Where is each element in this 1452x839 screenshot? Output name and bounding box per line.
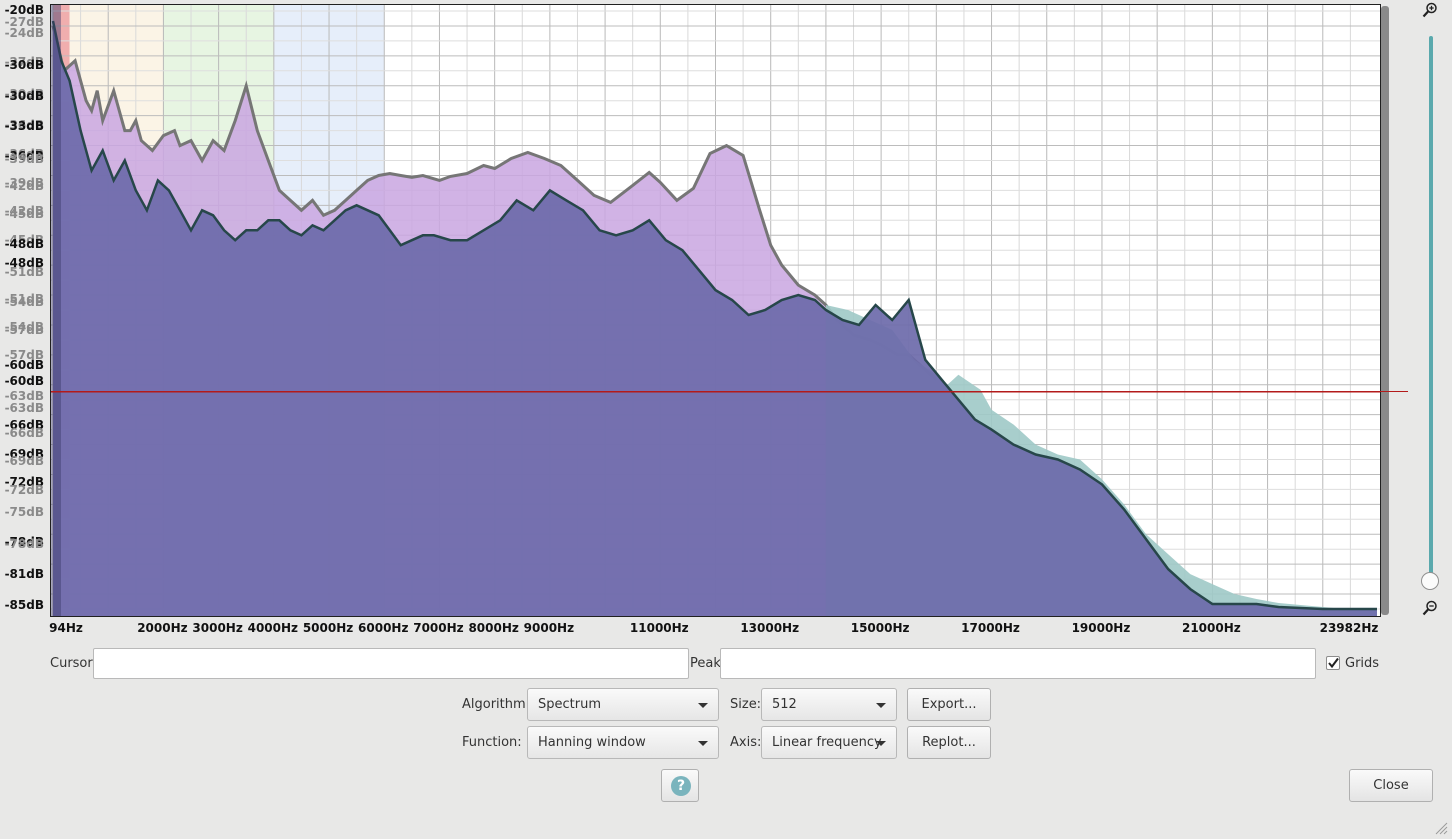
y-axis-tick-label: -69dB xyxy=(4,446,44,461)
y-axis-tick-label: -36dB xyxy=(4,148,44,163)
y-axis-tick-label: -69dB xyxy=(4,454,44,469)
y-axis-tick-label: -33dB xyxy=(4,118,44,133)
x-axis-tick-label: 5000Hz xyxy=(302,621,354,635)
y-axis-tick-label: -27dB xyxy=(4,14,44,29)
y-axis-tick-label: -78dB xyxy=(4,535,44,550)
left-dark-strip xyxy=(51,5,61,616)
vertical-scrollbar[interactable] xyxy=(1381,6,1389,615)
close-button[interactable]: Close xyxy=(1349,769,1433,802)
algorithm-label: Algorithm: xyxy=(462,697,531,712)
y-axis-tick-label: -54dB xyxy=(4,319,44,334)
y-axis-tick-label: -63dB xyxy=(4,400,44,415)
help-button[interactable]: ? xyxy=(661,769,699,802)
y-axis-tick-label: -48dB xyxy=(4,256,44,271)
chevron-down-icon xyxy=(698,741,708,746)
y-axis-tick-label: -27dB xyxy=(4,54,44,69)
help-icon: ? xyxy=(671,776,691,796)
y-axis-tick-label: -66dB xyxy=(4,425,44,440)
x-axis-tick-label: 9000Hz xyxy=(523,621,575,635)
y-axis-tick-label: -45dB xyxy=(4,233,44,248)
x-axis-tick-label: 6000Hz xyxy=(358,621,409,635)
y-axis-tick-label: -30dB xyxy=(4,57,44,72)
axis-value: Linear frequency xyxy=(772,735,882,750)
spectrum-plot[interactable] xyxy=(50,4,1381,617)
axis-select[interactable]: Linear frequency xyxy=(761,726,897,759)
algorithm-select[interactable]: Spectrum xyxy=(527,688,719,721)
function-select[interactable]: Hanning window xyxy=(527,726,719,759)
y-axis-tick-label: -81dB xyxy=(4,567,44,582)
y-axis-tick-label: -24dB xyxy=(4,25,44,40)
y-axis-tick-label: -75dB xyxy=(4,505,44,520)
x-axis-tick-label: 15000Hz xyxy=(850,621,910,635)
y-axis-labels: -20dB -27dB -24dB -27dB -30dB -30dB -30dB -36dB… xyxy=(0,0,46,620)
checkmark-icon xyxy=(1328,657,1339,669)
peak-field[interactable] xyxy=(720,648,1316,679)
series-line-purple xyxy=(51,25,938,381)
y-axis-tick-label: -30dB xyxy=(4,86,44,101)
algorithm-value: Spectrum xyxy=(538,697,601,712)
function-label: Function: xyxy=(462,735,522,750)
x-axis-tick-label: 23982Hz xyxy=(1319,621,1379,635)
x-axis-tick-label: 7000Hz xyxy=(413,621,464,635)
cursor-line-extension xyxy=(1379,390,1408,393)
x-axis-tick-label: 3000Hz xyxy=(192,621,243,635)
y-axis-tick-label: -51dB xyxy=(4,292,44,307)
chevron-down-icon xyxy=(698,703,708,708)
y-axis-tick-label: -36dB xyxy=(4,117,44,132)
series-area-foreground xyxy=(53,21,1377,616)
y-axis-tick-label: -42dB xyxy=(4,179,44,194)
y-axis-tick-label: -42dB xyxy=(4,204,44,219)
export-button[interactable]: Export... xyxy=(907,688,991,721)
zoom-slider-handle[interactable] xyxy=(1421,572,1439,590)
y-axis-tick-label: -30dB xyxy=(4,88,44,103)
cursor-label: Cursor: xyxy=(50,656,97,671)
y-axis-tick-label: -72dB xyxy=(4,475,44,490)
y-axis-tick-label: -57dB xyxy=(4,322,44,337)
y-axis-tick-label: -36dB xyxy=(4,146,44,161)
zoom-slider-track[interactable] xyxy=(1429,36,1433,584)
x-axis-tick-label: 4000Hz xyxy=(247,621,299,635)
y-axis-tick-label: -85dB xyxy=(4,598,44,612)
y-axis-tick-label: -57dB xyxy=(4,347,44,362)
y-axis-tick-label: -60dB xyxy=(4,357,44,372)
size-label: Size: xyxy=(730,697,762,712)
axis-label: Axis: xyxy=(730,735,762,750)
series-line-foreground xyxy=(51,20,1377,611)
resize-grip-icon[interactable] xyxy=(1434,821,1448,835)
x-axis-tick-label: 13000Hz xyxy=(740,621,800,635)
y-axis-tick-label: -66dB xyxy=(4,417,44,432)
x-axis-tick-label: 94Hz xyxy=(49,621,83,635)
y-axis-tick-label: -60dB xyxy=(4,373,44,388)
x-axis-tick-label: 2000Hz xyxy=(137,621,188,635)
x-axis-tick-label: 17000Hz xyxy=(961,621,1020,635)
y-axis-tick-label: -20dB xyxy=(4,3,44,17)
grids-label: Grids xyxy=(1345,656,1380,671)
x-axis-tick-label: 19000Hz xyxy=(1071,621,1131,635)
y-axis-tick-label: -48dB xyxy=(4,237,44,252)
spectrum-chart xyxy=(51,5,1380,616)
zoom-in-icon[interactable] xyxy=(1422,2,1438,18)
chevron-down-icon xyxy=(876,741,886,746)
zoom-out-icon[interactable] xyxy=(1422,600,1438,616)
y-axis-tick-label: -63dB xyxy=(4,388,44,403)
y-axis-tick-label: -54dB xyxy=(4,295,44,310)
x-axis-tick-label: 11000Hz xyxy=(629,621,689,635)
grids-checkbox[interactable] xyxy=(1326,656,1340,670)
replot-button[interactable]: Replot... xyxy=(907,726,991,759)
y-axis-tick-label: -39dB xyxy=(4,151,44,166)
x-axis-tick-label: 21000Hz xyxy=(1181,621,1241,635)
function-value: Hanning window xyxy=(538,735,646,750)
size-select[interactable]: 512 xyxy=(761,688,897,721)
peak-label: Peak: xyxy=(690,656,726,671)
y-axis-tick-label: -72dB xyxy=(4,483,44,498)
y-axis-tick-label: -39dB xyxy=(4,176,44,191)
y-axis-tick-label: -78dB xyxy=(4,537,44,552)
y-axis-tick-label: -45dB xyxy=(4,207,44,222)
x-axis-tick-label: 8000Hz xyxy=(468,621,519,635)
y-axis-tick-label: -51dB xyxy=(4,265,44,280)
chevron-down-icon xyxy=(876,703,886,708)
size-value: 512 xyxy=(772,697,797,712)
x-axis-labels: 94Hz 2000Hz 3000Hz 4000Hz 5000Hz 6000Hz 7000Hz… xyxy=(0,621,1452,637)
cursor-field[interactable] xyxy=(93,648,689,679)
